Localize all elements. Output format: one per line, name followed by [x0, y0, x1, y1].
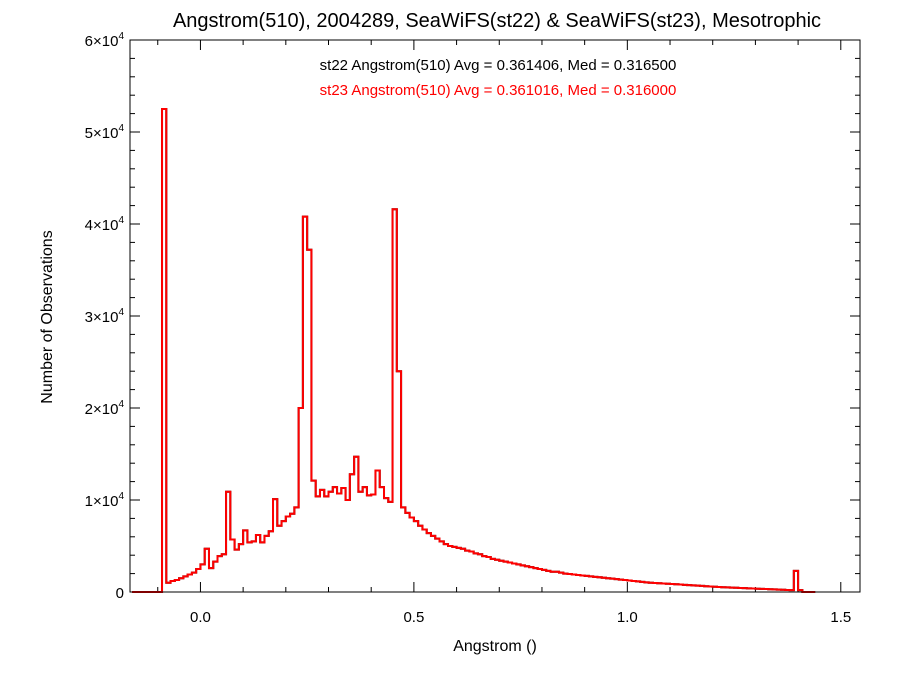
y-tick-label: 1×104	[85, 491, 125, 510]
y-axis-label: Number of Observations	[39, 230, 56, 403]
y-tick-label: 6×104	[85, 31, 125, 50]
histogram-series-st23	[132, 108, 816, 593]
plot-frame	[129, 39, 861, 593]
axis-ticks	[130, 39, 860, 593]
stats-line-st22: st22 Angstrom(510) Avg = 0.361406, Med =…	[320, 57, 677, 74]
x-tick-label: 1.5	[830, 609, 851, 626]
x-tick-label: 0.0	[190, 609, 211, 626]
y-tick-label: 2×104	[85, 399, 125, 418]
chart-title: Angstrom(510), 2004289, SeaWiFS(st22) & …	[173, 10, 821, 32]
x-axis-label: Angstrom ()	[453, 638, 537, 655]
x-tick-label: 1.0	[617, 609, 638, 626]
y-tick-label: 5×104	[85, 123, 125, 142]
x-tick-label: 0.5	[403, 609, 424, 626]
stats-line-st23: st23 Angstrom(510) Avg = 0.361016, Med =…	[320, 82, 677, 99]
histogram-series-st22	[132, 108, 816, 593]
y-tick-label: 3×104	[85, 307, 125, 326]
y-tick-label: 0	[116, 585, 124, 602]
tick-labels: 0.0 0.5 1.0 1.5 0 1×104 2×104 3×104 4×104 5×104 6×…	[85, 31, 852, 626]
y-tick-label: 4×104	[85, 215, 125, 234]
